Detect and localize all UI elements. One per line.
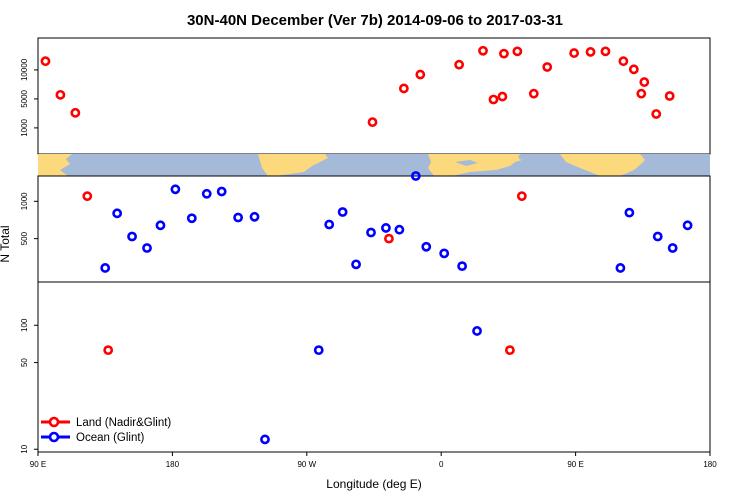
ocean-point [394,224,405,235]
land-point [499,48,509,59]
land-point [600,46,611,57]
y-axis-label: N Total [0,225,12,262]
y-upper-tick-label: 5000 [20,89,29,107]
land-point [664,91,675,101]
land-point [398,83,409,94]
legend-marker-land [48,416,60,428]
ocean-point [142,243,152,253]
x-tick-label: 0 [439,460,444,469]
x-tick-label: 90 E [567,460,583,469]
upper-panel [37,37,711,155]
ocean-point [313,345,324,356]
y-lower-tick-label: 500 [20,231,29,245]
ocean-point [186,213,197,224]
ocean-point [624,207,635,218]
map-ocean-band [38,154,710,176]
map-land-north-america [258,154,328,176]
ocean-point [216,186,227,197]
land-point [512,46,523,57]
ocean-point [260,434,270,445]
land-point [542,62,553,72]
y-lower-tick-label: 1000 [20,192,29,210]
x-tick-label: 180 [703,460,717,469]
data-points [40,45,693,445]
legend-label-land: Land (Nadir&Glint) [76,417,171,429]
map-land-asia-west [38,154,72,176]
ocean-point [100,263,111,273]
ocean-point [667,243,678,253]
x-tick-label: 180 [166,460,180,469]
x-axis: 90 E 180 90 W 0 90 E 180 [30,452,717,469]
upper-panel-frame [37,37,711,155]
x-axis-label: Longitude (deg E) [326,477,421,491]
ocean-point [472,326,482,336]
world-map-strip [38,154,710,176]
y-lower-tick-label: 50 [20,358,29,367]
ocean-point [155,220,166,231]
y-lower-tick-label: 100 [20,318,29,332]
land-point [497,91,508,102]
land-point [478,45,488,56]
legend-label-ocean: Ocean (Glint) [76,432,145,444]
land-point [516,191,527,202]
ocean-point [682,220,693,231]
ocean-point [233,212,244,223]
land-point [639,77,650,87]
land-point [636,88,647,99]
land-point [367,117,378,127]
land-point [384,233,394,244]
legend: Land (Nadir&Glint) Ocean (Glint) [41,416,171,444]
land-point [528,88,539,99]
ocean-point [127,231,137,242]
map-land-africa-asia [428,154,522,176]
land-point [488,94,499,105]
ocean-point [351,259,361,270]
map-caspian [518,154,525,160]
map-land-east-asia [560,154,645,176]
land-point [618,56,629,67]
ocean-point [249,211,260,222]
land-point [40,56,51,67]
legend-marker-ocean [48,431,60,443]
ocean-point [410,171,421,181]
land-point [103,345,114,356]
y-axis-lower: 10 50 100 500 1000 [20,192,38,454]
land-point [82,191,93,202]
y-upper-tick-label: 10000 [20,58,29,81]
map-mediterranean [455,160,478,166]
land-point [628,64,639,75]
x-tick-label: 90 W [297,460,316,469]
ocean-point [381,223,391,233]
ocean-point [615,263,626,273]
y-upper-tick-label: 1000 [20,118,29,136]
ocean-point [652,231,663,242]
land-point [651,109,662,119]
ocean-point [366,227,376,238]
ocean-point [421,241,432,252]
ocean-point [201,188,212,199]
y-lower-tick-label: 10 [20,444,29,453]
land-point [454,59,465,70]
ocean-point [112,208,123,219]
land-point [55,89,66,100]
ocean-point [170,184,181,195]
land-point [415,69,426,80]
ocean-point [324,219,335,230]
land-point [569,48,580,58]
x-tick-label: 90 E [30,460,46,469]
y-axis-upper: 1000 5000 10000 [20,58,38,137]
ocean-point [457,261,468,272]
lower-panel-frame [37,175,711,453]
chart-title: 30N-40N December (Ver 7b) 2014-09-06 to … [187,12,563,29]
ocean-point [337,207,348,217]
land-point [585,47,596,57]
lower-panel [37,175,711,453]
land-point [504,345,515,356]
land-point [70,107,81,118]
ocean-point [439,248,450,259]
